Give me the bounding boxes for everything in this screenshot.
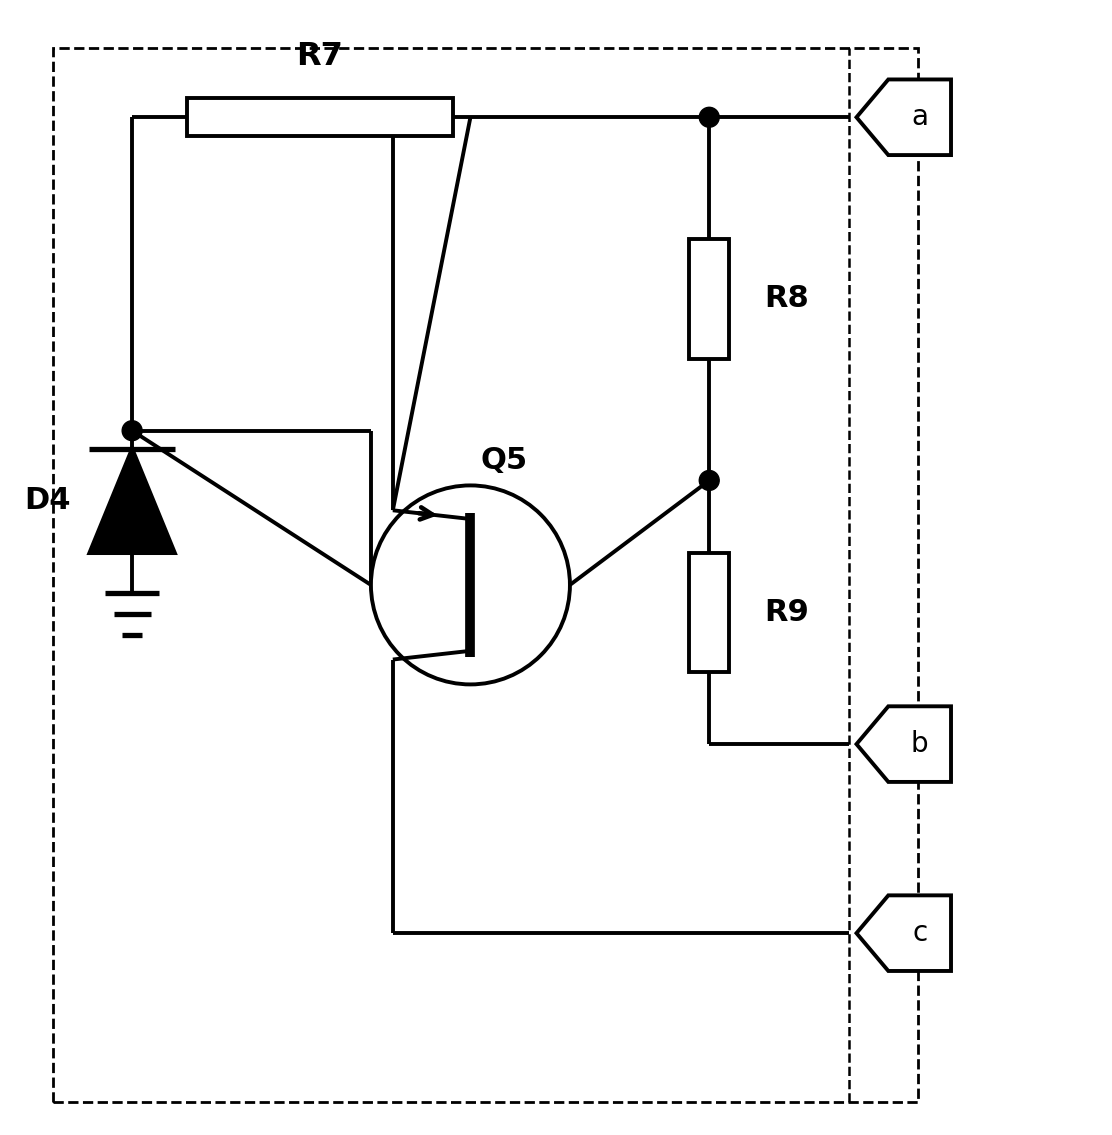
Circle shape xyxy=(122,421,142,440)
Bar xyxy=(689,239,729,359)
Bar xyxy=(52,48,919,1102)
Text: Q5: Q5 xyxy=(480,446,527,476)
Polygon shape xyxy=(89,448,175,553)
Text: R9: R9 xyxy=(764,598,808,627)
Circle shape xyxy=(699,471,719,490)
Circle shape xyxy=(371,486,570,684)
Polygon shape xyxy=(856,79,951,155)
Bar xyxy=(187,99,453,136)
Text: R7: R7 xyxy=(296,42,344,73)
Polygon shape xyxy=(856,896,951,970)
Text: a: a xyxy=(911,103,929,132)
Text: R8: R8 xyxy=(764,285,808,313)
Circle shape xyxy=(699,108,719,127)
Text: c: c xyxy=(912,919,927,948)
Bar xyxy=(689,553,729,672)
Text: D4: D4 xyxy=(24,486,70,515)
Text: b: b xyxy=(911,730,929,758)
Polygon shape xyxy=(856,706,951,782)
